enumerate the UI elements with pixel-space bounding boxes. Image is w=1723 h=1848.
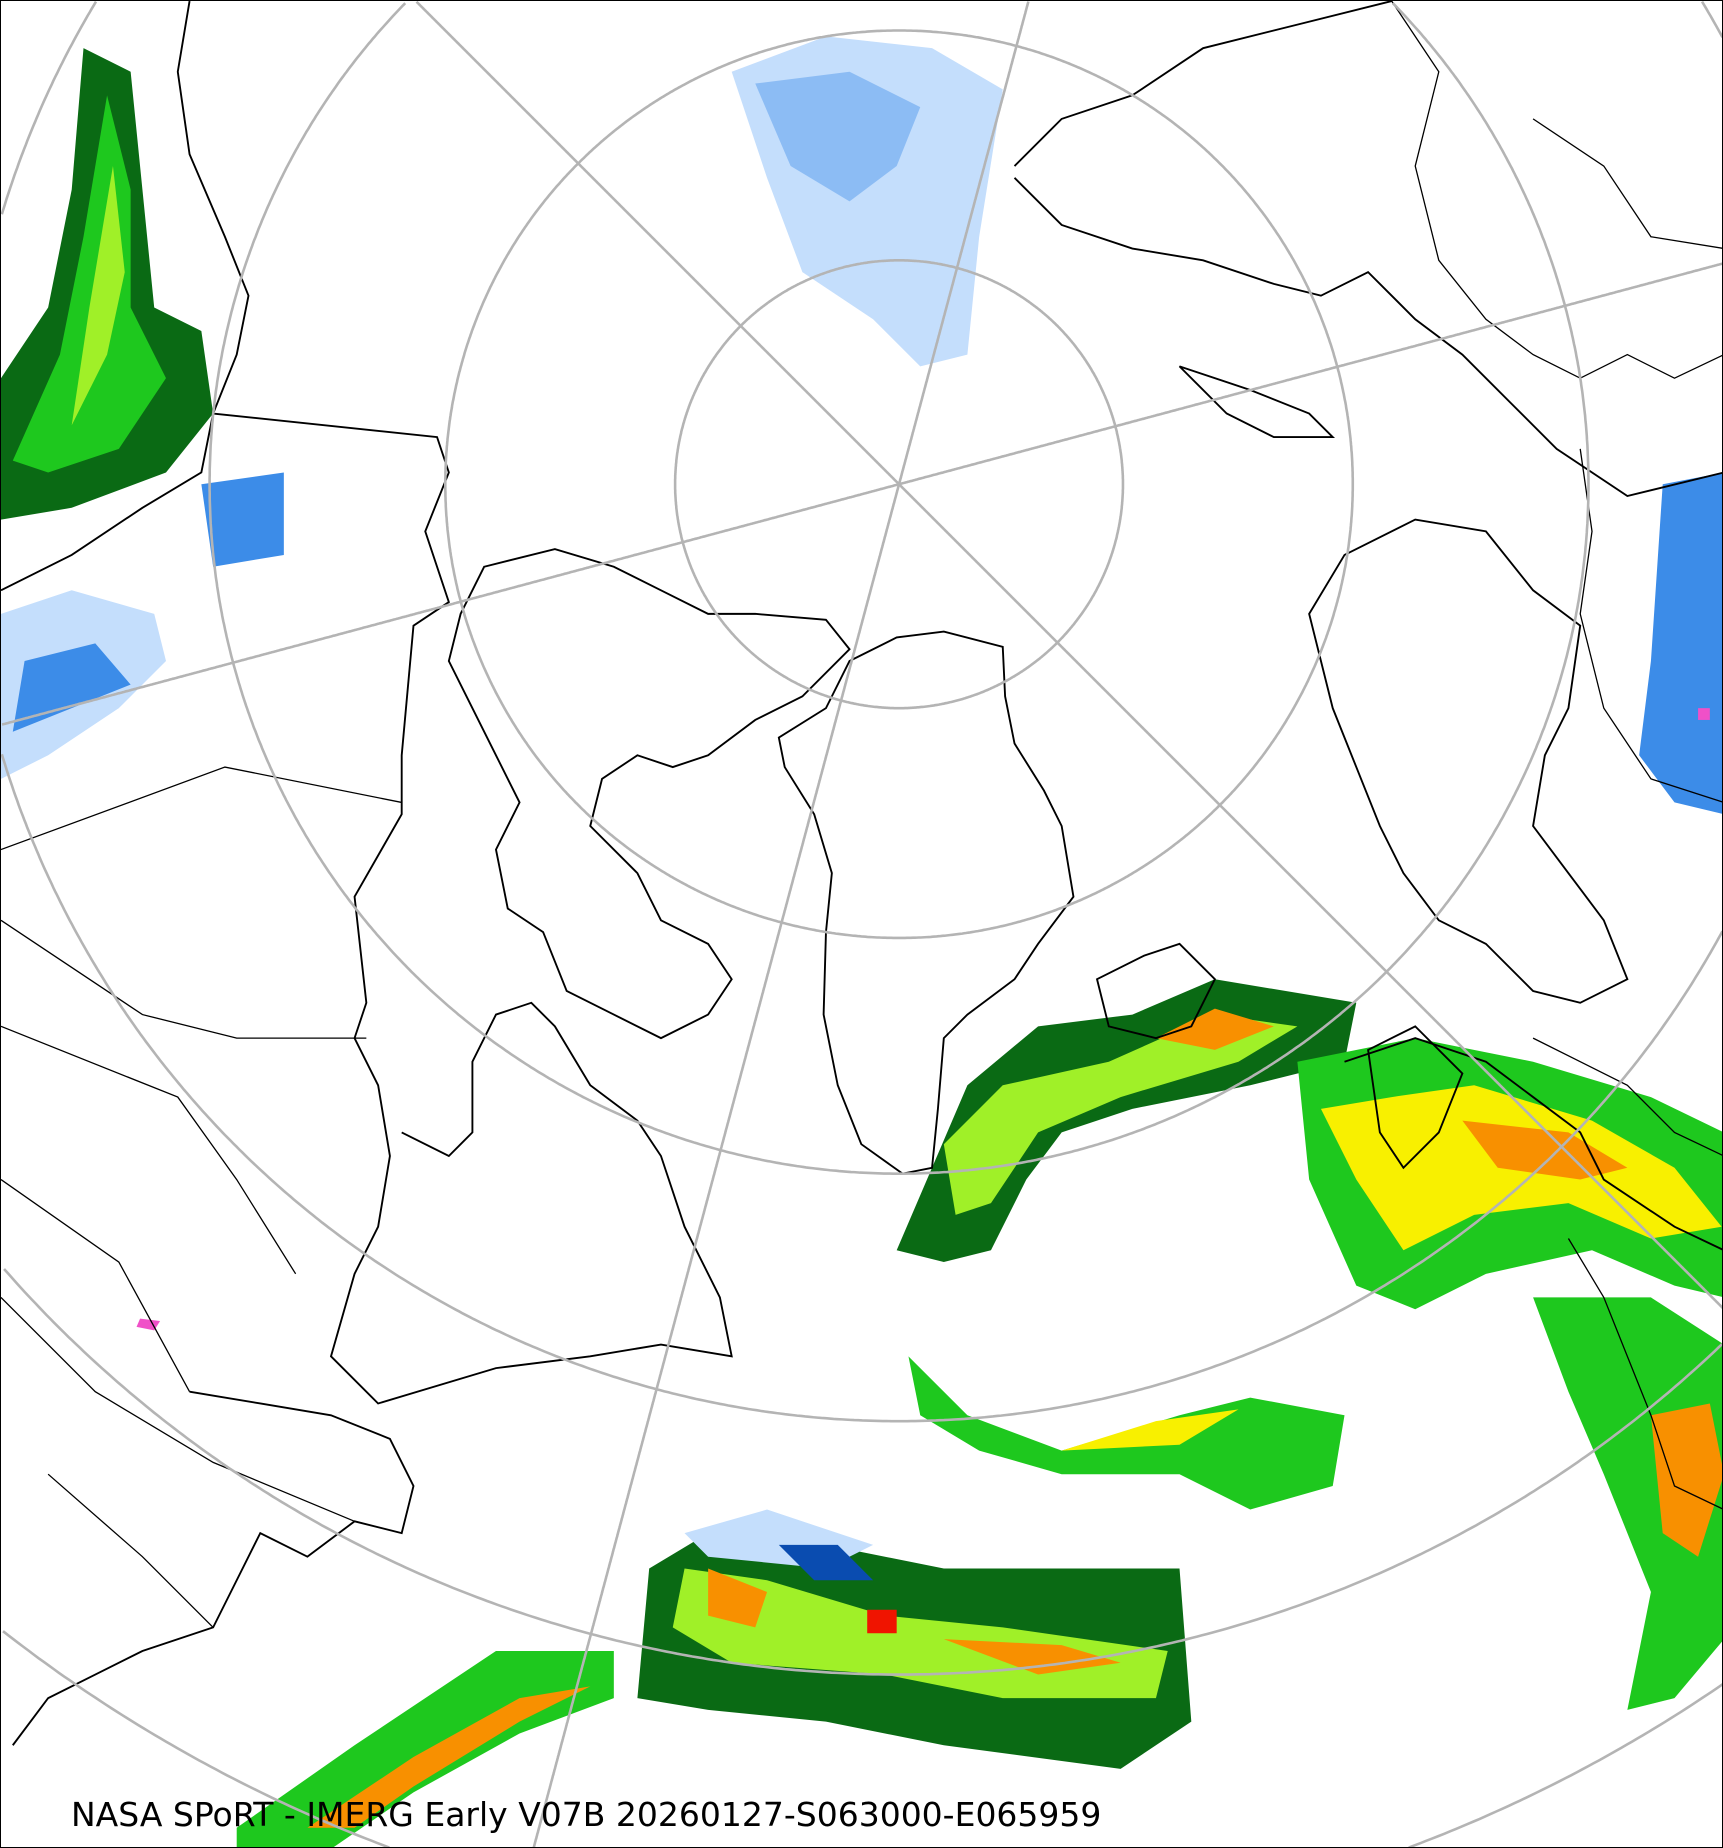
north-america-coastline <box>1 1 733 1405</box>
country-boundaries <box>1391 1 1722 1510</box>
russia-coastline <box>1013 1 1722 498</box>
precip-iceland-core <box>943 1014 1298 1215</box>
canada-archipelago-coastline <box>447 548 851 1040</box>
precip-iceland-orange <box>1155 1008 1274 1050</box>
greenland-coastline <box>777 630 1075 1175</box>
meridian-line <box>415 1 900 486</box>
precip-iceland-base <box>896 979 1357 1263</box>
precip-south-red <box>867 1609 897 1634</box>
precip-europe-orange <box>1462 1120 1628 1180</box>
coastlines-layer <box>1 1 1722 1746</box>
latitude-circle <box>444 29 1355 940</box>
precipitation-layer <box>1 36 1722 1847</box>
meridian-line <box>898 262 1722 486</box>
us-east-coastline <box>12 1390 415 1746</box>
precip-south-dark-blue <box>778 1544 874 1581</box>
europe-coastline <box>1308 518 1722 1251</box>
precip-southwest-core <box>307 1686 591 1828</box>
meridian-line <box>898 483 1722 1310</box>
precip-west-blue <box>201 472 284 567</box>
precip-magenta-spot2 <box>1698 708 1710 720</box>
precip-magenta-spot <box>136 1318 161 1331</box>
precip-alaska-green <box>12 95 166 473</box>
precip-arctic-blue <box>755 71 921 202</box>
meridian-line <box>532 483 901 1847</box>
meridian-line <box>1 482 900 726</box>
precip-atlantic-core <box>1061 1409 1239 1451</box>
latitude-circle <box>1 1 1722 1423</box>
precip-south-orange2 <box>943 1639 1121 1675</box>
map-caption: NASA SPoRT - IMERG Early V07B 20260127-S… <box>71 1795 1102 1834</box>
latitude-circle <box>3 1268 1722 1676</box>
precip-south-europe-orange <box>1650 1403 1722 1557</box>
precip-alaska-core <box>71 166 125 426</box>
meridian-line <box>897 1 1030 485</box>
precip-east-blue <box>1639 472 1722 814</box>
latitude-circle <box>208 2 1590 1175</box>
precip-south-europe-base <box>1533 1297 1722 1710</box>
precip-west-blue2 <box>12 643 131 732</box>
latitude-circle <box>2 1630 1722 1847</box>
precip-south-orange <box>708 1568 768 1628</box>
latitude-circle <box>673 259 1125 710</box>
scandinavia-coastline <box>1095 942 1464 1170</box>
state-boundaries <box>1 766 402 1628</box>
